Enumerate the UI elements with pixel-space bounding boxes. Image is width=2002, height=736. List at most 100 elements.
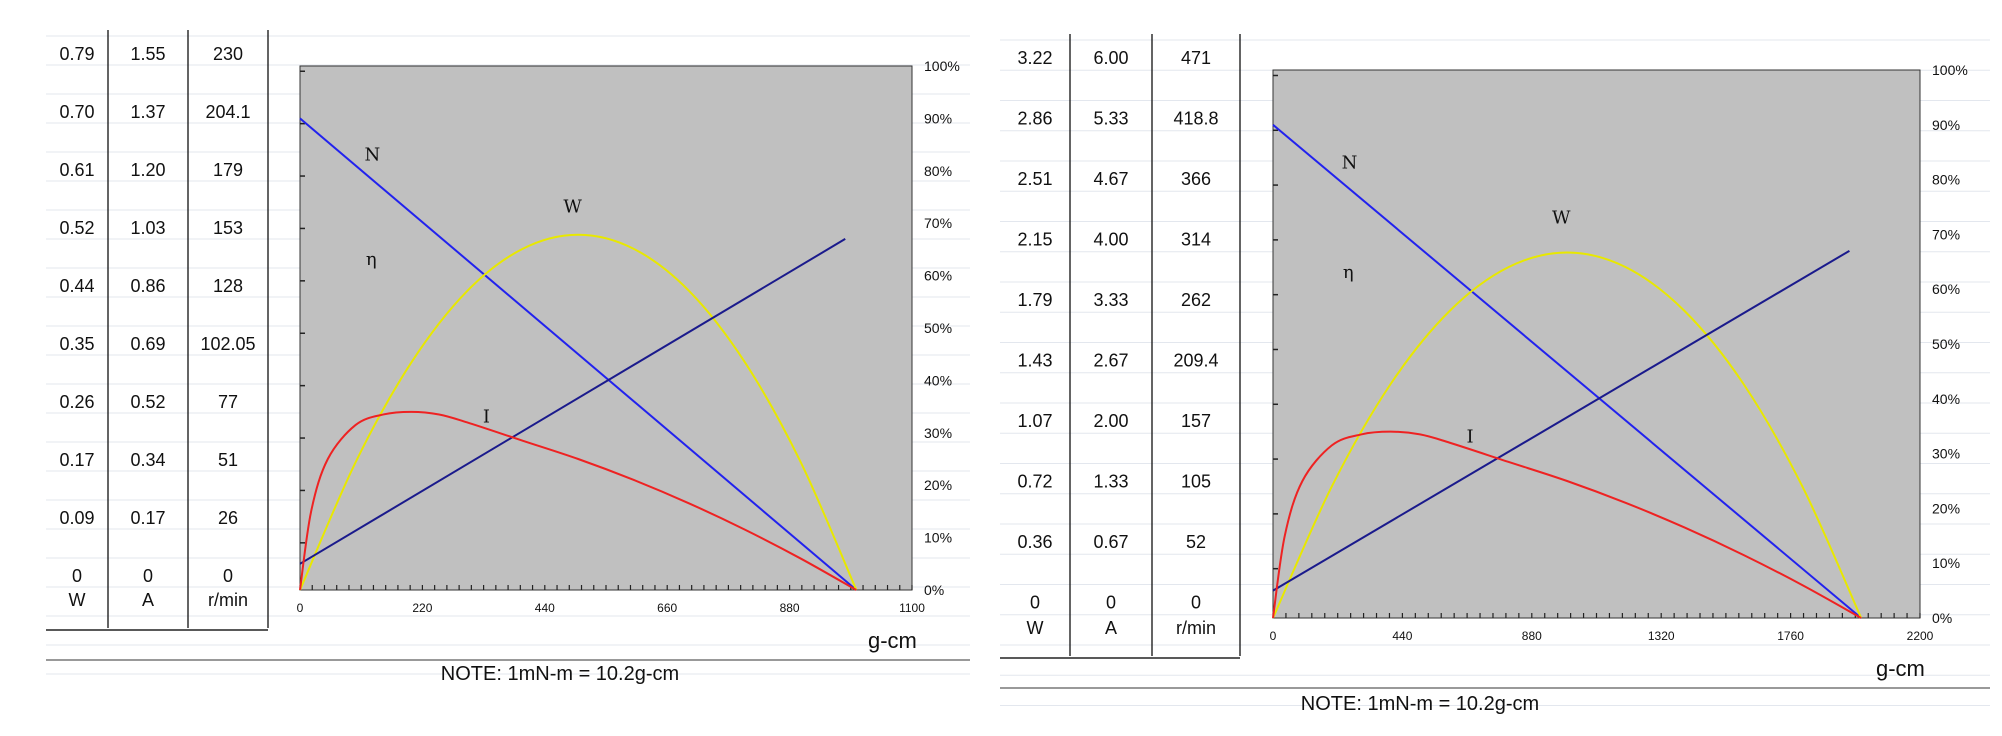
curve-label: I: [1466, 427, 1473, 448]
table-cell: 1.07: [1017, 411, 1052, 431]
table-cell: 6.00: [1093, 48, 1128, 68]
table-cell: 0.17: [130, 508, 165, 528]
y-tick-label: 70%: [924, 215, 952, 231]
table-cell: 1.37: [130, 102, 165, 122]
x-tick-label: 2200: [1907, 629, 1934, 643]
table-cell: 153: [213, 218, 243, 238]
table-cell: 230: [213, 44, 243, 64]
conversion-note: NOTE: 1mN-m = 10.2g-cm: [1301, 693, 1539, 715]
data-table: 0.79 1.55 230 0.70 1.37 204.1 0.61 1.20 179 0.52 1…: [46, 30, 269, 631]
table-cell: 1.03: [130, 218, 165, 238]
series-line-1: [299, 233, 858, 591]
series-line-2: [1272, 249, 1850, 592]
curve-label: W: [563, 197, 582, 218]
table-cell: 0.69: [130, 334, 165, 354]
y-tick-label: 10%: [924, 530, 952, 546]
x-tick-label: 0: [297, 601, 304, 615]
y-tick-label: 100%: [1932, 62, 1968, 78]
table-header: r/min: [208, 590, 248, 610]
y-tick-label: 20%: [924, 477, 952, 493]
table-cell: 105: [1181, 472, 1211, 492]
table-cell: 209.4: [1173, 351, 1218, 371]
data-table: 3.22 6.00 471 2.86 5.33 418.8 2.51 4.67 366 2.15 4…: [1000, 34, 1241, 659]
table-cell: 2.15: [1017, 230, 1052, 250]
table-cell: 0.44: [59, 276, 94, 296]
table-cell: 418.8: [1173, 109, 1218, 129]
table-header: A: [1105, 618, 1117, 638]
x-axis-unit-label: g-cm: [1876, 656, 1925, 681]
plot-area: [1272, 69, 1921, 619]
table-cell: 2.51: [1017, 169, 1052, 189]
y-tick-label: 90%: [1932, 117, 1960, 133]
y-tick-label: 40%: [1932, 391, 1960, 407]
y-tick-label: 50%: [924, 320, 952, 336]
table-cell: 2.00: [1093, 411, 1128, 431]
series-line-3: [1272, 430, 1862, 619]
curve-label: W: [1552, 207, 1571, 228]
x-tick-label: 880: [1522, 629, 1542, 643]
curve-label: N: [364, 144, 380, 165]
y-tick-label: 40%: [924, 372, 952, 388]
table-cell: 366: [1181, 169, 1211, 189]
table-cell: 1.79: [1017, 290, 1052, 310]
table-cell: 3.33: [1093, 290, 1128, 310]
table-cell: 1.33: [1093, 472, 1128, 492]
table-cell: 0: [143, 566, 153, 586]
table-cell: 157: [1181, 411, 1211, 431]
table-header: W: [69, 590, 86, 610]
x-tick-label: 1320: [1648, 629, 1675, 643]
curve-label: η: [366, 249, 377, 270]
table-cell: 128: [213, 276, 243, 296]
table-cell: 0.09: [59, 508, 94, 528]
table-cell: 52: [1186, 532, 1206, 552]
motor-curve-panel-right: 3.22 6.00 471 2.86 5.33 418.8 2.51 4.67 366 2.15 4…: [990, 0, 2002, 736]
series-line-2: [299, 238, 846, 565]
table-cell: 262: [1181, 290, 1211, 310]
y-tick-label: 60%: [924, 268, 952, 284]
series-line-3: [299, 410, 857, 591]
motor-curve-chart-left: 0.79 1.55 230 0.70 1.37 204.1 0.61 1.20 179 0.52 1…: [46, 30, 970, 685]
y-tick-label: 80%: [1932, 172, 1960, 188]
conversion-note: NOTE: 1mN-m = 10.2g-cm: [441, 663, 679, 685]
x-tick-label: 220: [412, 601, 432, 615]
table-cell: 5.33: [1093, 109, 1128, 129]
y-tick-label: 90%: [924, 110, 952, 126]
table-cell: 0.52: [130, 392, 165, 412]
y-tick-label: 30%: [1932, 446, 1960, 462]
x-tick-label: 1100: [899, 601, 925, 615]
table-header: r/min: [1176, 618, 1216, 638]
table-cell: 0.67: [1093, 532, 1128, 552]
table-cell: 2.86: [1017, 109, 1052, 129]
plot-area: [299, 65, 913, 591]
table-cell: 0.79: [59, 44, 94, 64]
table-cell: 471: [1181, 48, 1211, 68]
y-tick-label: 0%: [924, 582, 944, 598]
motor-curve-chart-right: 3.22 6.00 471 2.86 5.33 418.8 2.51 4.67 366 2.15 4…: [1000, 34, 1990, 715]
x-tick-label: 0: [1270, 629, 1277, 643]
table-cell: 0: [72, 566, 82, 586]
table-cell: 1.43: [1017, 351, 1052, 371]
x-axis-unit-label: g-cm: [868, 628, 917, 653]
table-cell: 0.34: [130, 450, 165, 470]
y-tick-label: 0%: [1932, 610, 1952, 626]
y-tick-label: 50%: [1932, 336, 1960, 352]
table-cell: 2.67: [1093, 351, 1128, 371]
x-tick-label: 440: [1392, 629, 1412, 643]
table-cell: 26: [218, 508, 238, 528]
table-cell: 0: [223, 566, 233, 586]
series-line-0: [1272, 124, 1862, 619]
y-tick-label: 60%: [1932, 281, 1960, 297]
y-tick-label: 30%: [924, 425, 952, 441]
table-cell: 0.61: [59, 160, 94, 180]
table-cell: 0.52: [59, 218, 94, 238]
x-tick-label: 660: [657, 601, 677, 615]
curve-label: η: [1343, 262, 1354, 283]
table-cell: 77: [218, 392, 238, 412]
table-cell: 0: [1191, 593, 1201, 613]
y-tick-label: 70%: [1932, 226, 1960, 242]
y-tick-label: 100%: [924, 58, 960, 74]
table-cell: 1.55: [130, 44, 165, 64]
x-tick-label: 880: [780, 601, 800, 615]
table-cell: 0.86: [130, 276, 165, 296]
y-tick-label: 20%: [1932, 500, 1960, 516]
